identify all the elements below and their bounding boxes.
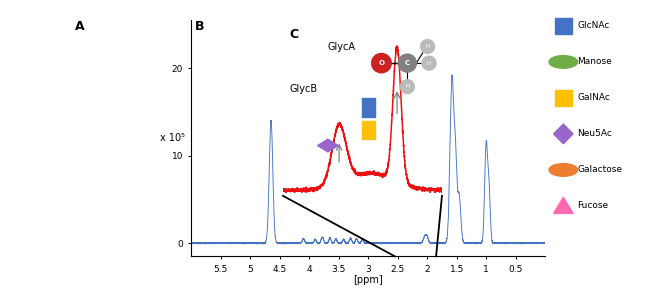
Text: Manose: Manose [578,57,613,67]
Text: Neu5Ac: Neu5Ac [578,129,613,139]
X-axis label: [ppm]: [ppm] [354,275,383,285]
Text: Galactose: Galactose [578,165,622,175]
Bar [361,121,374,139]
Text: Fucose: Fucose [578,201,609,211]
Text: GlycB: GlycB [289,84,317,94]
Text: A: A [75,20,84,33]
Text: B: B [195,20,204,33]
Polygon shape [317,139,338,152]
Bar [361,98,374,117]
Text: GlcNAc: GlcNAc [578,21,610,31]
Text: C: C [289,28,299,41]
Text: GlycA: GlycA [328,42,356,52]
Text: GalNAc: GalNAc [578,93,611,103]
Text: x 10⁵: x 10⁵ [160,133,184,143]
